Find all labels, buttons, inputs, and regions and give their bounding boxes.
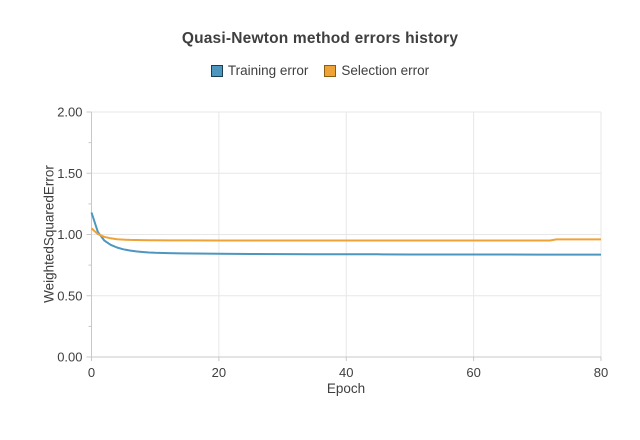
y-axis-title: WeightedSquaredError	[41, 165, 57, 303]
gridlines	[91, 111, 602, 357]
y-tick-label: 2.00	[57, 105, 82, 120]
chart-title: Quasi-Newton method errors history	[181, 30, 459, 47]
tick-marks	[86, 111, 602, 361]
legend-item-selection-error: Selection error	[324, 63, 429, 78]
series-line-training-error	[90, 212, 601, 256]
legend: Training error Selection error	[0, 63, 640, 78]
legend-item-training-error: Training error	[210, 63, 309, 78]
tick-labels: 0.00 0.50 1.00 1.50 2.00 0 20 40 60 80	[57, 105, 608, 380]
y-tick-label: 0.00	[57, 350, 82, 365]
x-tick-label: 60	[466, 365, 480, 380]
x-tick-label: 80	[594, 365, 608, 380]
y-tick-label: 1.00	[57, 227, 82, 242]
y-tick-label: 1.50	[57, 166, 82, 181]
y-tick-label: 0.50	[57, 288, 82, 303]
x-tick-label: 40	[339, 365, 353, 380]
x-tick-label: 0	[88, 365, 95, 380]
legend-swatch-icon	[210, 64, 223, 77]
legend-swatch-icon	[324, 64, 337, 77]
x-axis-title: Epoch	[326, 381, 366, 396]
legend-label: Selection error	[341, 63, 430, 78]
legend-label: Training error	[227, 63, 309, 78]
series-line-selection-error	[90, 227, 601, 242]
x-tick-label: 20	[212, 365, 226, 380]
